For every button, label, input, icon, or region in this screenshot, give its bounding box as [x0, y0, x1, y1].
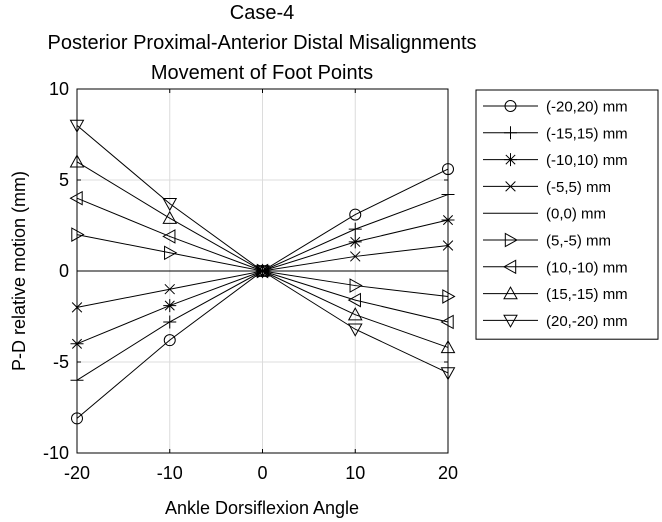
- legend-box: [475, 89, 659, 340]
- data-point-marker: [442, 289, 456, 304]
- data-point-marker: [347, 307, 363, 321]
- legend-label: (-10,10) mm: [546, 152, 628, 169]
- y-axis-label: P-D relative motion (mm): [9, 171, 29, 371]
- data-point-marker: [69, 190, 83, 206]
- series-8: [69, 119, 456, 381]
- legend-label: (-5,5) mm: [546, 179, 611, 196]
- data-point-marker: [347, 292, 361, 308]
- legend-label: (20,-20) mm: [546, 313, 628, 330]
- series-line: [76, 125, 449, 374]
- x-tick-label: 10: [345, 463, 365, 483]
- legend-label: (5,-5) mm: [546, 233, 611, 250]
- legend-marker: [504, 232, 519, 248]
- x-tick-label: -10: [157, 463, 183, 483]
- y-tick-label: 10: [49, 79, 69, 99]
- data-point-marker: [163, 334, 176, 347]
- y-tick-label: -10: [43, 443, 69, 463]
- chart-title-line-1: Case-4: [230, 2, 294, 24]
- data-point-marker: [440, 314, 454, 330]
- data-point-marker: [164, 245, 178, 261]
- data-point-marker: [71, 227, 85, 242]
- legend: (-20,20) mm (-15,15) mm (-10,10) mm (-5,5) …: [475, 89, 659, 340]
- legend-label: (-20,20) mm: [546, 99, 628, 116]
- legend-marker: [503, 286, 518, 300]
- data-point-marker: [162, 197, 178, 212]
- legend-entry: (-20,20) mm: [483, 99, 628, 116]
- legend-marker: [504, 126, 517, 140]
- legend-marker: [504, 153, 517, 167]
- data-point-marker: [163, 299, 177, 313]
- chart-title-line-3: Movement of Foot Points: [151, 62, 373, 84]
- legend-label: (-15,15) mm: [546, 125, 628, 142]
- data-point-marker: [348, 235, 362, 249]
- legend-marker: [504, 100, 517, 112]
- legend-entry: (15,-15) mm: [483, 286, 628, 303]
- legend-marker: [505, 181, 516, 192]
- data-point-marker: [164, 283, 175, 295]
- legend-entry: (-10,10) mm: [483, 152, 628, 169]
- x-axis-label: Ankle Dorsiflexion Angle: [165, 498, 359, 518]
- data-point-marker: [350, 251, 361, 262]
- data-point-marker: [347, 323, 363, 337]
- data-point-marker: [349, 278, 363, 293]
- legend-entry: (-15,15) mm: [483, 125, 628, 142]
- data-point-marker: [254, 263, 269, 279]
- x-tick-label: 20: [438, 463, 458, 483]
- y-tick-label: 5: [59, 170, 69, 190]
- data-point-marker: [255, 263, 270, 277]
- legend-entry: (-5,5) mm: [483, 179, 611, 196]
- legend-label: (0,0) mm: [546, 206, 606, 223]
- data-point-marker: [256, 263, 271, 279]
- legend-label: (10,-10) mm: [546, 259, 628, 276]
- legend-entry: (20,-20) mm: [483, 313, 628, 330]
- legend-entry: (10,-10) mm: [483, 259, 628, 276]
- legend-marker: [502, 259, 517, 275]
- data-point-marker: [349, 208, 362, 221]
- data-point-marker: [255, 265, 270, 279]
- data-point-marker: [348, 222, 362, 236]
- y-tick-label: 0: [59, 261, 69, 281]
- legend-label: (15,-15) mm: [546, 286, 628, 303]
- legend-entry: (5,-5) mm: [483, 233, 611, 250]
- data-point-marker: [162, 210, 178, 224]
- chart-title-line-2: Posterior Proximal-Anterior Distal Misal…: [47, 32, 476, 54]
- legend-marker: [503, 314, 518, 328]
- y-tick-label: -5: [53, 352, 69, 372]
- data-point-marker: [162, 229, 176, 244]
- x-tick-label: -20: [64, 463, 90, 483]
- x-tick-label: 0: [257, 463, 267, 483]
- data-point-marker: [163, 315, 177, 329]
- legend-entry: (0,0) mm: [483, 206, 606, 223]
